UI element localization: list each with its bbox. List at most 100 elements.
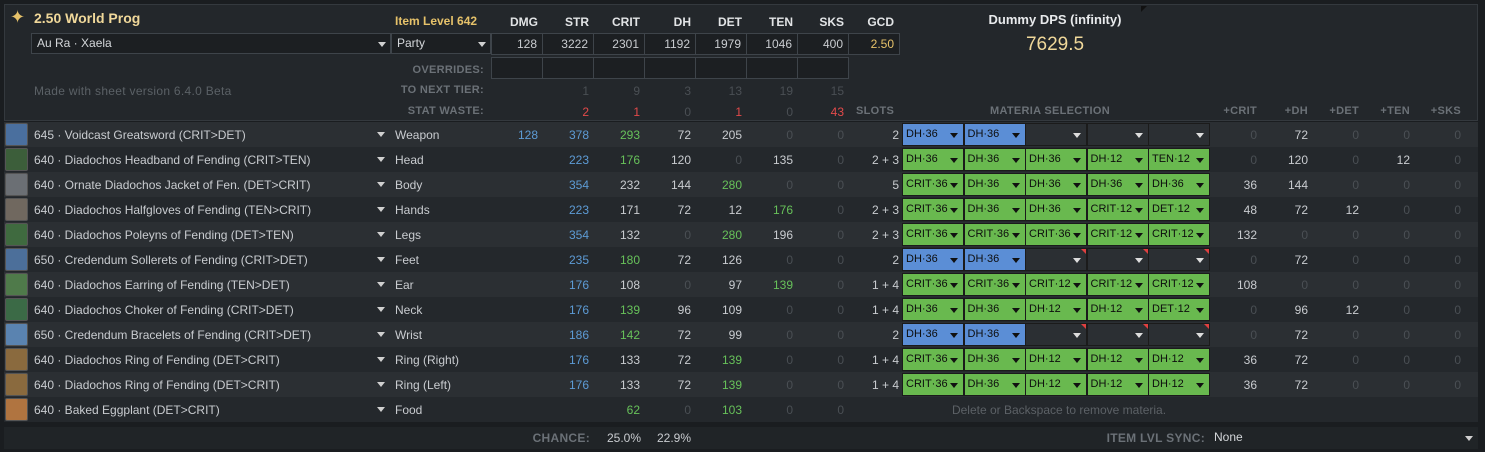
materia-slot[interactable]: DH·36 [902, 298, 964, 321]
materia-slot[interactable]: CRIT·36 [1025, 223, 1087, 246]
stat-value-sks[interactable]: 400 [797, 33, 849, 55]
chevron-down-icon[interactable] [377, 182, 385, 187]
stat-value-dmg[interactable]: 128 [491, 33, 543, 55]
materia-slot[interactable]: CRIT·12 [1086, 223, 1149, 246]
item-name[interactable]: 645 · Voidcast Greatsword (CRIT>DET) [34, 128, 246, 142]
materia-slot[interactable] [1086, 248, 1149, 271]
chevron-down-icon[interactable] [377, 382, 385, 387]
stat-cell-det: 0 [735, 153, 742, 167]
materia-slot[interactable]: CRIT·12 [1086, 273, 1149, 296]
materia-slot[interactable]: CRIT·36 [902, 198, 964, 221]
materia-slot[interactable]: DH·36 [1025, 148, 1087, 171]
materia-slot[interactable]: CRIT·12 [1148, 223, 1210, 246]
materia-slot[interactable] [1148, 248, 1210, 271]
chevron-down-icon [950, 183, 958, 188]
materia-slot[interactable]: DH·36 [963, 148, 1026, 171]
chevron-down-icon[interactable] [377, 257, 385, 262]
stat-value-dh[interactable]: 1192 [644, 33, 696, 55]
item-name[interactable]: 640 · Baked Eggplant (DET>CRIT) [34, 403, 220, 417]
materia-slot[interactable]: DH·12 [1086, 348, 1149, 371]
materia-slot[interactable]: CRIT·12 [1148, 273, 1210, 296]
chevron-down-icon[interactable] [377, 282, 385, 287]
materia-slot[interactable]: DH·12 [1025, 373, 1087, 396]
materia-slot[interactable] [1086, 123, 1149, 146]
materia-slot[interactable]: DH·36 [963, 348, 1026, 371]
stat-cell-crit: 180 [619, 253, 640, 267]
food-mode-dropdown[interactable]: Party [391, 33, 491, 54]
materia-slot[interactable]: DH·12 [1148, 348, 1210, 371]
materia-slot[interactable]: CRIT·36 [963, 273, 1026, 296]
item-name[interactable]: 640 · Diadochos Earring of Fending (TEN>… [34, 278, 290, 292]
materia-slot[interactable] [1086, 323, 1149, 346]
materia-slot[interactable]: DH·36 [902, 123, 964, 146]
override-input[interactable] [695, 57, 747, 79]
chevron-down-icon[interactable] [377, 407, 385, 412]
stat-value-crit[interactable]: 2301 [593, 33, 645, 55]
materia-slot[interactable]: DET·12 [1148, 298, 1210, 321]
item-sync-dropdown[interactable]: None [1209, 428, 1477, 448]
materia-slot[interactable]: TEN·12 [1148, 148, 1210, 171]
materia-slot[interactable]: DH·36 [902, 148, 964, 171]
materia-slot[interactable]: DH·12 [1025, 348, 1087, 371]
stat-value-ten[interactable]: 1046 [746, 33, 798, 55]
materia-slot[interactable]: DH·12 [1086, 373, 1149, 396]
materia-slot[interactable] [1025, 123, 1087, 146]
materia-slot[interactable]: DH·36 [963, 323, 1026, 346]
materia-slot[interactable]: CRIT·36 [902, 273, 964, 296]
override-input[interactable] [797, 57, 849, 79]
item-name[interactable]: 640 · Diadochos Ring of Fending (DET>CRI… [34, 378, 280, 392]
item-name[interactable]: 640 · Ornate Diadochos Jacket of Fen. (D… [34, 178, 311, 192]
item-name[interactable]: 650 · Credendum Bracelets of Fending (CR… [34, 328, 312, 342]
materia-slot[interactable]: CRIT·12 [1025, 273, 1087, 296]
chevron-down-icon[interactable] [377, 232, 385, 237]
override-input[interactable] [491, 57, 543, 79]
stat-value-gcd[interactable]: 2.50 [848, 33, 900, 55]
materia-slot[interactable]: DH·36 [963, 123, 1026, 146]
chevron-down-icon[interactable] [377, 307, 385, 312]
override-input[interactable] [644, 57, 696, 79]
materia-slot[interactable]: DH·36 [1086, 173, 1149, 196]
materia-slot[interactable]: DH·36 [963, 373, 1026, 396]
item-name[interactable]: 640 · Diadochos Halfgloves of Fending (T… [34, 203, 312, 217]
chevron-down-icon[interactable] [377, 207, 385, 212]
materia-slot[interactable]: CRIT·36 [902, 373, 964, 396]
override-input[interactable] [593, 57, 645, 79]
item-name[interactable]: 640 · Diadochos Poleyns of Fending (DET>… [34, 228, 294, 242]
materia-slot[interactable]: DH·12 [1086, 298, 1149, 321]
race-dropdown[interactable]: Au Ra · Xaela [31, 33, 391, 54]
materia-slot[interactable]: DH·12 [1025, 298, 1087, 321]
materia-slot[interactable]: DH·36 [902, 248, 964, 271]
item-name[interactable]: 640 · Diadochos Headband of Fending (CRI… [34, 153, 311, 167]
materia-slot[interactable]: CRIT·12 [1086, 198, 1149, 221]
materia-slot[interactable]: DH·36 [902, 323, 964, 346]
materia-slot[interactable]: DH·12 [1148, 373, 1210, 396]
materia-slot[interactable]: DH·12 [1086, 148, 1149, 171]
materia-slot[interactable]: DH·36 [1148, 173, 1210, 196]
materia-slot[interactable]: DH·36 [963, 298, 1026, 321]
materia-slot[interactable]: DH·36 [963, 248, 1026, 271]
chevron-down-icon[interactable] [377, 132, 385, 137]
materia-slot[interactable]: DH·36 [1025, 198, 1087, 221]
materia-slot[interactable]: DH·36 [963, 198, 1026, 221]
stat-value-str[interactable]: 3222 [542, 33, 594, 55]
chevron-down-icon[interactable] [377, 332, 385, 337]
chevron-down-icon[interactable] [377, 357, 385, 362]
item-name[interactable]: 640 · Diadochos Choker of Fending (CRIT>… [34, 303, 294, 317]
materia-slot[interactable]: CRIT·36 [902, 348, 964, 371]
materia-slot[interactable] [1148, 123, 1210, 146]
materia-slot[interactable]: CRIT·36 [902, 223, 964, 246]
materia-slot[interactable] [1025, 248, 1087, 271]
materia-slot[interactable]: DH·36 [1025, 173, 1087, 196]
materia-slot[interactable]: DH·36 [963, 173, 1026, 196]
stat-value-det[interactable]: 1979 [695, 33, 747, 55]
item-name[interactable]: 650 · Credendum Sollerets of Fending (CR… [34, 253, 308, 267]
materia-slot[interactable] [1025, 323, 1087, 346]
materia-slot[interactable]: CRIT·36 [902, 173, 964, 196]
override-input[interactable] [542, 57, 594, 79]
materia-slot[interactable] [1148, 323, 1210, 346]
item-name[interactable]: 640 · Diadochos Ring of Fending (DET>CRI… [34, 353, 280, 367]
materia-slot[interactable]: DET·12 [1148, 198, 1210, 221]
materia-slot[interactable]: CRIT·36 [963, 223, 1026, 246]
override-input[interactable] [746, 57, 798, 79]
chevron-down-icon[interactable] [377, 157, 385, 162]
